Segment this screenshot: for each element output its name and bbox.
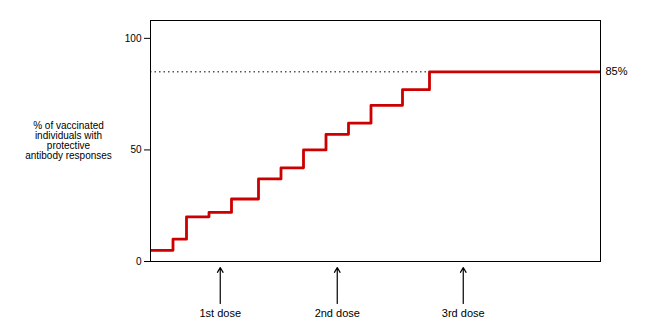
svg-text:100: 100	[125, 33, 142, 44]
svg-text:0: 0	[136, 256, 142, 267]
svg-text:2nd dose: 2nd dose	[315, 307, 360, 319]
svg-text:50: 50	[130, 144, 142, 155]
svg-text:3rd dose: 3rd dose	[442, 307, 485, 319]
svg-text:% of vaccinatedindividuals wit: % of vaccinatedindividuals withprotectiv…	[25, 120, 112, 161]
svg-text:85%: 85%	[606, 65, 628, 77]
svg-text:1st dose: 1st dose	[199, 307, 241, 319]
